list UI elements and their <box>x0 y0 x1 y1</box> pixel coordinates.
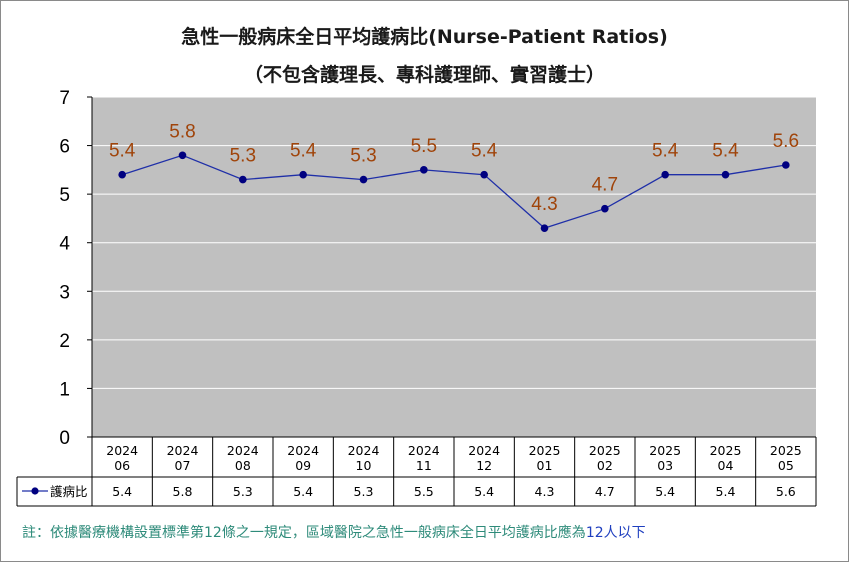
series-line <box>122 154 786 229</box>
data-point <box>480 170 488 179</box>
table-value: 4.3 <box>535 484 555 499</box>
x-tick-label-year: 2024 <box>348 443 380 458</box>
data-point <box>420 166 428 174</box>
y-tick-label: 1 <box>59 379 70 400</box>
data-label: 5.4 <box>712 141 739 162</box>
data-point <box>299 170 307 179</box>
x-tick-label-year: 2025 <box>529 443 561 458</box>
data-label: 5.5 <box>411 136 437 157</box>
footnote-highlight: 12人以下 <box>585 525 646 541</box>
plot-area <box>92 97 816 437</box>
data-label: 4.7 <box>592 175 618 196</box>
y-tick-label: 5 <box>59 185 70 206</box>
data-label: 5.6 <box>773 131 799 152</box>
legend-marker <box>31 487 39 495</box>
x-tick-label-month: 10 <box>356 458 372 473</box>
table-value: 5.8 <box>173 484 193 499</box>
y-tick-label: 7 <box>59 88 70 109</box>
x-tick-label-month: 09 <box>295 458 311 473</box>
y-tick-label: 0 <box>59 428 70 449</box>
data-point <box>118 170 126 179</box>
data-label: 5.4 <box>652 141 679 162</box>
x-tick-label-month: 03 <box>657 458 673 473</box>
x-tick-label-month: 01 <box>537 458 553 473</box>
data-label: 5.4 <box>109 141 136 162</box>
x-tick-label-month: 07 <box>175 458 191 473</box>
table-value: 5.6 <box>776 484 796 499</box>
x-tick-label-year: 2025 <box>589 443 621 458</box>
table-value: 5.3 <box>354 484 374 499</box>
x-tick-label-year: 2025 <box>770 443 802 458</box>
x-tick-label-year: 2024 <box>227 443 259 458</box>
data-label: 5.3 <box>350 146 376 167</box>
data-point <box>359 175 368 184</box>
y-tick-label: 3 <box>59 282 70 303</box>
data-point <box>661 170 669 179</box>
data-label: 4.3 <box>531 194 557 215</box>
x-tick-label-year: 2024 <box>468 443 500 458</box>
x-tick-label-month: 02 <box>597 458 613 473</box>
data-point <box>239 175 247 184</box>
x-tick-label-year: 2024 <box>167 443 199 458</box>
legend-label: 護病比 <box>50 484 88 499</box>
data-point <box>601 204 609 213</box>
x-tick-label-year: 2025 <box>649 443 681 458</box>
x-tick-label-month: 06 <box>114 458 130 473</box>
x-tick-label-month: 11 <box>416 458 432 473</box>
data-label: 5.8 <box>169 121 195 142</box>
y-tick-label: 6 <box>59 137 70 158</box>
data-point <box>540 224 549 232</box>
data-point <box>782 161 790 169</box>
x-tick-label-month: 05 <box>778 458 794 473</box>
x-tick-label-month: 12 <box>476 458 492 473</box>
data-label: 5.4 <box>290 141 317 162</box>
y-tick-label: 2 <box>59 331 70 352</box>
data-point <box>721 170 730 179</box>
data-label: 5.4 <box>471 141 498 162</box>
data-label: 5.3 <box>230 146 256 167</box>
chart-title: 急性一般病床全日平均護病比(Nurse-Patient Ratios) <box>181 26 668 48</box>
x-tick-label-year: 2025 <box>710 443 742 458</box>
x-tick-label-year: 2024 <box>106 443 138 458</box>
table-value: 5.4 <box>655 484 675 499</box>
y-tick-label: 4 <box>59 234 70 255</box>
table-value: 5.4 <box>112 484 132 499</box>
x-tick-label-month: 04 <box>718 458 734 473</box>
chart-subtitle: （不包含護理長、專科護理師、實習護士） <box>243 64 605 86</box>
footnote: 註：依據醫療機構設置標準第12條之一規定，區域醫院之急性一般病床全日平均護病比應… <box>22 522 646 542</box>
footnote-text: 註：依據醫療機構設置標準第12條之一規定，區域醫院之急性一般病床全日平均護病比應… <box>22 525 586 541</box>
x-tick-label-year: 2024 <box>287 443 319 458</box>
table-value: 5.4 <box>293 484 313 499</box>
table-value: 4.7 <box>595 484 615 499</box>
table-value: 5.5 <box>414 484 434 499</box>
table-value: 5.4 <box>716 484 736 499</box>
table-value: 5.3 <box>233 484 253 499</box>
data-point <box>178 151 187 160</box>
x-tick-label-year: 2024 <box>408 443 440 458</box>
table-value: 5.4 <box>474 484 494 499</box>
x-tick-label-month: 08 <box>235 458 251 473</box>
